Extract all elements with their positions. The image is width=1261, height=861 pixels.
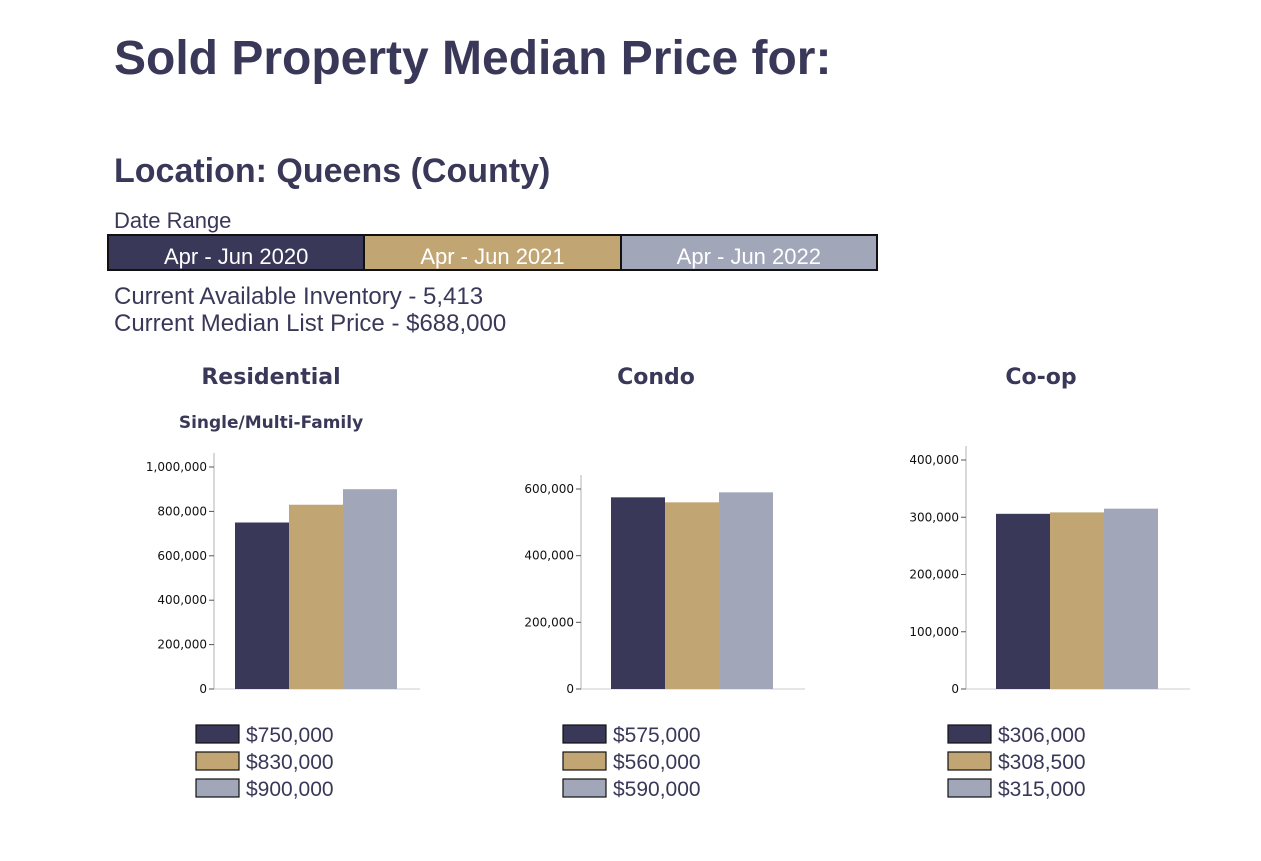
legend-swatch <box>195 778 240 798</box>
y-tick-label: 600,000 <box>157 549 207 563</box>
bar <box>996 513 1050 689</box>
y-tick-label: 0 <box>951 682 959 696</box>
y-tick-label: 0 <box>199 682 207 696</box>
legend-label: $750,000 <box>246 724 334 747</box>
legend-swatch <box>562 751 607 771</box>
legend-swatch <box>562 724 607 744</box>
y-tick-label: 400,000 <box>157 593 207 607</box>
legend-label: $308,500 <box>998 751 1086 774</box>
y-tick-label: 600,000 <box>524 482 574 496</box>
legend-label: $575,000 <box>613 724 701 747</box>
period-2021: Apr - Jun 2021 <box>363 236 620 269</box>
legend-label: $315,000 <box>998 778 1086 801</box>
legend-swatch <box>947 751 992 771</box>
legend-label: $590,000 <box>613 778 701 801</box>
bar <box>1104 508 1158 689</box>
y-tick-label: 300,000 <box>909 510 959 524</box>
inventory-text: Current Available Inventory - 5,413 <box>114 283 484 310</box>
legend-label: $830,000 <box>246 751 334 774</box>
legend-swatch <box>195 724 240 744</box>
legend-label: $560,000 <box>613 751 701 774</box>
chart-title: Condo <box>617 365 695 390</box>
legend-label: $306,000 <box>998 724 1086 747</box>
legend-label: $900,000 <box>246 778 334 801</box>
location-heading: Location: Queens (County) <box>114 152 551 190</box>
legend-swatch <box>947 724 992 744</box>
y-tick-label: 800,000 <box>157 504 207 518</box>
period-2020: Apr - Jun 2020 <box>109 236 364 269</box>
bar <box>665 502 719 689</box>
legend-swatch <box>195 751 240 771</box>
y-tick-label: 1,000,000 <box>146 460 207 474</box>
period-2022: Apr - Jun 2022 <box>619 236 876 269</box>
bar <box>1050 512 1104 689</box>
y-tick-label: 0 <box>566 682 574 696</box>
period-legend: Apr - Jun 2020 Apr - Jun 2021 Apr - Jun … <box>107 234 878 271</box>
chart-title: Residential <box>201 365 340 390</box>
y-tick-label: 400,000 <box>909 453 959 467</box>
legend-swatch <box>947 778 992 798</box>
y-tick-label: 200,000 <box>524 615 574 629</box>
y-tick-label: 200,000 <box>909 568 959 582</box>
bar <box>235 522 289 689</box>
date-range-label: Date Range <box>114 208 232 233</box>
chart-subtitle: Single/Multi-Family <box>179 413 363 433</box>
bar <box>343 489 397 689</box>
y-tick-label: 100,000 <box>909 625 959 639</box>
page-title: Sold Property Median Price for: <box>114 32 832 85</box>
bar <box>611 497 665 689</box>
chart-title: Co-op <box>1005 365 1076 390</box>
bar <box>719 492 773 689</box>
y-tick-label: 200,000 <box>157 638 207 652</box>
legend-swatch <box>562 778 607 798</box>
median-list-price-text: Current Median List Price - $688,000 <box>114 310 507 337</box>
y-tick-label: 400,000 <box>524 549 574 563</box>
bar <box>289 504 343 689</box>
